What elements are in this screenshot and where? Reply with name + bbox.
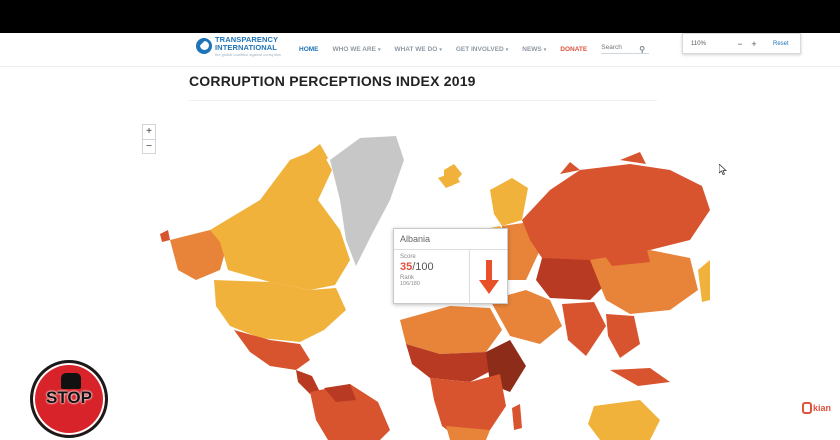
search-icon[interactable]: ⚲ [639, 44, 646, 54]
map-region-canada[interactable] [210, 148, 350, 290]
map-region-scandinavia[interactable] [490, 178, 528, 226]
globe-icon [196, 38, 212, 54]
map-region-southern-africa[interactable] [446, 426, 490, 440]
channel-logo-icon [802, 402, 812, 414]
map-zoom-controls: + − [142, 124, 156, 154]
map-region-japan[interactable] [698, 260, 710, 302]
map-region-greenland[interactable] [330, 136, 404, 266]
nav-what-we-do[interactable]: WHAT WE DO ▾ [394, 45, 442, 53]
arrow-down-icon [470, 250, 507, 304]
zoom-reset-button[interactable]: Reset [773, 40, 789, 47]
map-region-alaska[interactable] [170, 230, 228, 280]
page-title: CORRUPTION PERCEPTIONS INDEX 2019 [189, 73, 476, 89]
map-region-indonesia[interactable] [610, 368, 670, 386]
tooltip-score: 35/100 [400, 261, 469, 273]
map-region-india[interactable] [562, 302, 606, 356]
map-region-middle-east[interactable] [490, 290, 562, 344]
map-region-russia[interactable] [522, 164, 710, 264]
map-region-central-africa[interactable] [430, 374, 506, 440]
map-region-central-america[interactable] [296, 370, 320, 394]
map-region-china[interactable] [590, 250, 698, 314]
tooltip-score-value: 35 [400, 261, 413, 273]
mouse-cursor-icon [719, 164, 727, 175]
browser-zoom-panel: 110% − + Reset [682, 33, 801, 54]
nav-get-involved[interactable]: GET INVOLVED ▾ [455, 45, 509, 53]
nav-who-we-are[interactable]: WHO WE ARE ▾ [332, 45, 381, 53]
map-zoom-in-button[interactable]: + [146, 126, 152, 137]
logo-tagline: the global coalition against corruption [215, 51, 282, 57]
map-region-sahel[interactable] [406, 344, 500, 382]
map-region-australia[interactable] [588, 400, 660, 440]
map-region-central-asia[interactable] [536, 258, 610, 300]
map-region-se-asia[interactable] [606, 314, 640, 358]
nav-home[interactable]: HOME [299, 45, 319, 53]
chevron-down-icon: ▾ [439, 46, 442, 53]
nav-donate[interactable]: DONATE [560, 45, 588, 53]
hand-icon [61, 373, 81, 389]
tooltip-rank-value: 106/180 [400, 281, 420, 287]
channel-watermark: kian [802, 402, 831, 414]
title-divider [189, 100, 657, 101]
map-region-usa[interactable] [214, 280, 346, 342]
channel-watermark-text: kian [813, 403, 832, 413]
country-tooltip: Albania Score 35/100 Rank 106/180 [393, 228, 508, 304]
tooltip-rank-label: Rank [400, 275, 415, 281]
stop-badge-text: STOP [46, 388, 92, 407]
map-region-mongolia[interactable] [602, 246, 650, 266]
map-region-mexico[interactable] [234, 330, 310, 370]
tooltip-score-max: /100 [412, 261, 434, 273]
map-region-russia-north[interactable] [560, 152, 646, 174]
map-region-north-africa[interactable] [400, 306, 502, 354]
map-zoom-out-button[interactable]: − [143, 139, 155, 153]
stop-channel-badge: STOP [30, 360, 108, 438]
map-region-madagascar[interactable] [512, 404, 522, 430]
video-top-bar [0, 0, 840, 33]
nav-news[interactable]: NEWS ▾ [522, 45, 547, 53]
search-input[interactable] [601, 44, 650, 54]
map-region-venezuela[interactable] [324, 384, 356, 402]
zoom-level: 110% [691, 40, 706, 47]
logo-line-2: INTERNATIONAL [215, 42, 277, 52]
chevron-down-icon: ▾ [543, 46, 547, 53]
chevron-down-icon: ▾ [505, 46, 509, 53]
map-region-pacific-islands[interactable] [160, 230, 170, 242]
main-nav: HOME WHO WE ARE ▾ WHAT WE DO ▾ GET INVOLVE… [299, 44, 650, 54]
map-region-south-america[interactable] [310, 384, 390, 440]
map-region-svalbard[interactable] [444, 164, 462, 186]
chevron-down-icon: ▾ [377, 46, 381, 53]
zoom-out-button[interactable]: − [737, 38, 743, 49]
zoom-in-button[interactable]: + [751, 38, 757, 49]
logo-line-1: TRANSPARENCY [215, 34, 279, 44]
tooltip-country-name: Albania [394, 229, 507, 250]
ti-logo[interactable]: TRANSPARENCY INTERNATIONAL the global co… [196, 35, 281, 57]
tooltip-score-label: Score [400, 254, 416, 260]
world-map[interactable] [150, 130, 710, 440]
